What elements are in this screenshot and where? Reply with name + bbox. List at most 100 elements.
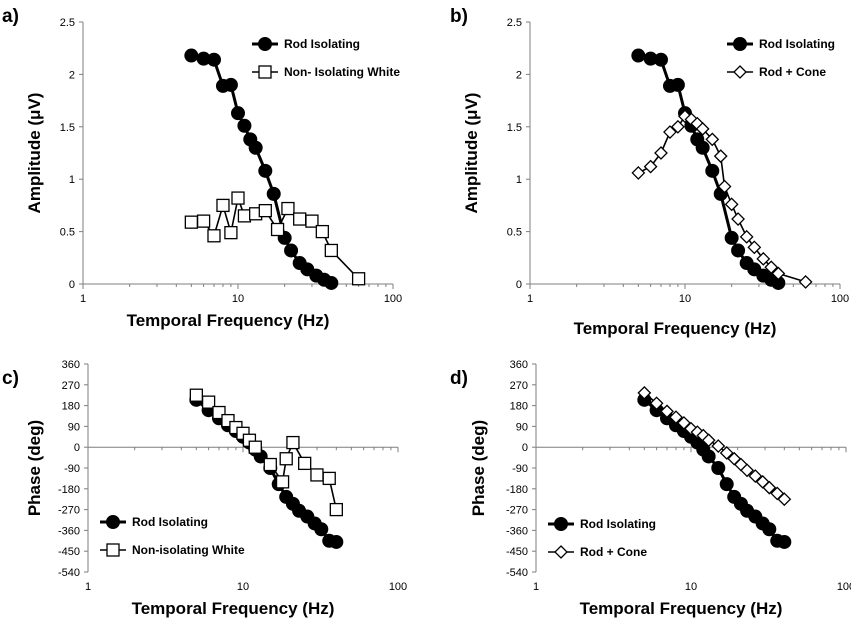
data-point <box>206 52 221 67</box>
legend-label: Rod + Cone <box>580 545 647 559</box>
data-point <box>777 492 792 507</box>
data-point <box>286 435 300 450</box>
data-point <box>649 396 664 411</box>
panel-a: a) 0 0.5 1 1.5 2 2.5 1 10 100 Temporal Frequency (… <box>2 6 402 330</box>
x-tick-label: 100 <box>837 581 851 593</box>
x-tick-label: 1 <box>85 581 91 593</box>
y-tick-label: 2.5 <box>60 17 75 29</box>
data-point <box>237 209 252 223</box>
data-point <box>762 480 777 495</box>
data-point <box>731 243 746 258</box>
data-point <box>184 215 198 229</box>
data-point <box>747 240 762 255</box>
y-tick-label: 1 <box>69 174 75 186</box>
legend-marker <box>258 37 272 51</box>
data-point <box>248 440 262 454</box>
data-point <box>643 159 658 174</box>
data-point <box>184 48 199 63</box>
y-tick-label: 90 <box>68 421 80 433</box>
y-tick-label: 1 <box>516 174 522 186</box>
panel-label: c) <box>2 368 19 389</box>
series-1 <box>184 191 366 286</box>
y-tick-label: -360 <box>58 525 80 537</box>
data-point <box>263 457 277 472</box>
y-tick-label: 270 <box>62 380 80 392</box>
data-point <box>322 471 336 486</box>
data-point <box>705 132 720 147</box>
y-tick-label: 0 <box>69 279 75 291</box>
data-point <box>670 119 685 134</box>
data-point <box>196 214 211 228</box>
legend-marker <box>258 65 272 79</box>
data-point <box>324 243 338 258</box>
y-axis-title: Phase (deg) <box>469 420 488 516</box>
y-tick-label: -90 <box>512 463 528 475</box>
legend-label: Non- Isolating White <box>284 65 400 79</box>
data-point <box>695 121 710 136</box>
data-point <box>724 230 739 245</box>
data-point <box>315 224 329 239</box>
y-tick-label: 0 <box>522 442 528 454</box>
legend-marker <box>106 543 120 557</box>
legend-label: Rod Isolating <box>759 37 835 51</box>
data-point <box>189 388 203 402</box>
data-point <box>701 433 716 448</box>
series-1 <box>189 388 343 517</box>
data-point <box>329 502 343 517</box>
data-point <box>695 140 710 155</box>
y-tick-label: 1.5 <box>60 122 75 134</box>
legend-label: Rod + Cone <box>759 65 826 79</box>
legend-label: Non-isolating White <box>132 543 245 557</box>
y-tick-label: -450 <box>506 546 528 558</box>
data-point <box>637 385 652 400</box>
y-tick-label: 0.5 <box>60 227 75 239</box>
y-tick-label: -180 <box>58 484 80 496</box>
data-point <box>711 461 726 475</box>
data-point <box>310 468 324 482</box>
y-tick-label: -540 <box>506 567 528 579</box>
y-axis-title: Amplitude (μV) <box>25 93 44 214</box>
x-tick-label: 100 <box>384 293 402 305</box>
y-tick-label: 0 <box>74 442 80 454</box>
y-tick-label: -90 <box>64 463 80 475</box>
data-point <box>762 522 777 537</box>
y-tick-label: -270 <box>506 505 528 517</box>
data-point <box>663 125 677 139</box>
data-point <box>777 534 792 549</box>
data-point <box>798 274 813 289</box>
data-point <box>351 272 366 286</box>
y-tick-label: 2.5 <box>507 17 522 29</box>
panel-c: c) -540 -450 -360 -270 -180 -90 0 90 180 270 360 1 10… <box>2 359 407 618</box>
data-point <box>669 410 683 425</box>
legend-marker <box>554 545 568 559</box>
y-tick-label: -270 <box>58 505 80 517</box>
data-point <box>731 212 745 226</box>
data-point <box>275 475 290 489</box>
data-point <box>298 456 312 471</box>
data-point <box>231 191 245 205</box>
y-tick-label: 2 <box>516 69 522 81</box>
data-point <box>740 463 754 478</box>
series-1 <box>637 385 792 507</box>
legend: Rod Isolating Rod + Cone <box>548 517 656 559</box>
legend-marker <box>554 517 568 531</box>
x-tick-label: 10 <box>685 581 697 593</box>
data-point <box>739 229 754 244</box>
panel-label: a) <box>2 6 19 27</box>
data-point <box>223 77 238 92</box>
panel-d: d) -540 -450 -360 -270 -180 -90 0 90 180 270 360 1 10… <box>450 359 851 618</box>
data-point <box>654 146 668 160</box>
panel-label: b) <box>450 6 468 27</box>
data-point <box>324 275 339 290</box>
x-tick-label: 100 <box>831 293 849 305</box>
data-point <box>248 140 263 155</box>
data-point <box>279 452 293 466</box>
data-point <box>631 165 646 180</box>
y-tick-label: -450 <box>58 546 80 558</box>
y-tick-label: 180 <box>62 401 80 413</box>
legend: Rod Isolating Rod + Cone <box>727 37 835 79</box>
legend: Rod Isolating Non-isolating White <box>100 515 245 557</box>
x-axis-title: Temporal Frequency (Hz) <box>127 311 330 330</box>
data-point <box>724 197 739 212</box>
